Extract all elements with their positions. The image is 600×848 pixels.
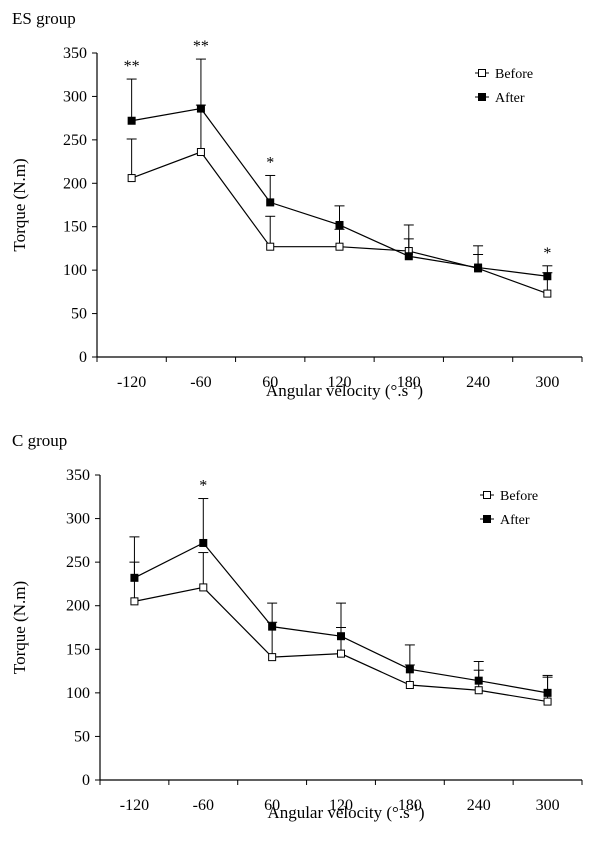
y-tick-label: 0 [79, 349, 87, 366]
x-tick-label: 120 [328, 374, 352, 391]
x-tick-label: -60 [190, 374, 211, 391]
x-tick-label: -60 [193, 797, 214, 814]
data-point [196, 104, 205, 113]
data-point [474, 676, 483, 685]
y-axis-title: Torque (N.m) [10, 158, 29, 251]
data-point [266, 242, 275, 251]
data-point [543, 289, 552, 298]
significance-marker: * [543, 245, 551, 262]
y-tick-label: 200 [63, 175, 87, 192]
y-tick-label: 150 [66, 641, 90, 658]
x-tick-label: 300 [536, 797, 560, 814]
panel-label: ES group [12, 9, 76, 28]
y-tick-label: 200 [66, 598, 90, 615]
y-tick-label: 0 [82, 772, 90, 789]
significance-marker: ** [124, 58, 140, 75]
x-axis-title-close: ) [417, 381, 423, 400]
data-point [199, 538, 208, 547]
y-tick-label: 50 [71, 306, 87, 323]
y-tick-label: 300 [63, 88, 87, 105]
chart-panel-1: ES group 0 50 100 150 200 250 300 350 -120 -60 60 12… [10, 9, 583, 400]
data-point [335, 242, 344, 251]
legend-label: After [495, 91, 525, 106]
legend-marker [478, 69, 486, 77]
x-tick-label: 240 [467, 797, 491, 814]
y-tick-label: 300 [66, 511, 90, 528]
y-tick-label: 350 [63, 45, 87, 62]
x-axis-title-main: Angular velocity (°.s [267, 803, 409, 822]
x-axis-title-superscript: -1 [410, 802, 419, 814]
y-tick-label: 350 [66, 467, 90, 484]
series-line [131, 107, 548, 277]
x-tick-label: 240 [466, 374, 490, 391]
x-tick-label: -120 [117, 374, 146, 391]
x-tick-label: 300 [535, 374, 559, 391]
data-point [199, 583, 208, 592]
data-point [543, 697, 552, 706]
x-axis-title-main: Angular velocity (°.s [266, 381, 408, 400]
data-point [405, 665, 414, 674]
x-tick-label: 120 [329, 797, 353, 814]
series-after [129, 498, 553, 697]
x-tick-label: 180 [397, 374, 421, 391]
y-tick-label: 50 [74, 728, 90, 745]
x-tick-label: -120 [120, 797, 149, 814]
data-point [474, 686, 483, 695]
legend-label: Before [500, 489, 538, 504]
legend-label: After [500, 513, 530, 528]
data-point [127, 116, 136, 125]
y-tick-label: 250 [63, 132, 87, 149]
x-axis-title: Angular velocity (°.s-1) [266, 380, 423, 400]
legend: Before After [475, 67, 533, 106]
data-point [130, 573, 139, 582]
data-point [130, 597, 139, 606]
series-after [126, 58, 553, 281]
y-tick-label: 150 [63, 219, 87, 236]
significance-marker: * [199, 478, 207, 495]
data-point [337, 649, 345, 658]
data-point [405, 681, 414, 690]
data-point [543, 272, 552, 281]
data-point [127, 174, 136, 183]
data-point [335, 220, 344, 229]
significance-marker: ** [193, 38, 209, 55]
legend-label: Before [495, 67, 533, 82]
y-axis-title: Torque (N.m) [10, 581, 29, 674]
data-point [268, 622, 277, 631]
y-tick-label: 100 [66, 685, 90, 702]
legend-marker [483, 491, 491, 499]
panel-label: C group [12, 431, 67, 450]
y-tick-label: 250 [66, 554, 90, 571]
legend: Before After [480, 489, 538, 528]
legend-marker [478, 93, 486, 101]
x-tick-label: 180 [398, 797, 422, 814]
data-point [196, 148, 205, 157]
x-axis-title: Angular velocity (°.s-1) [267, 802, 424, 822]
series-before [129, 552, 553, 706]
y-tick-label: 100 [63, 262, 87, 279]
data-point [266, 198, 275, 207]
data-point [404, 252, 413, 261]
data-point [543, 688, 552, 697]
data-point [474, 263, 483, 272]
x-tick-label: 60 [264, 797, 280, 814]
x-tick-label: 60 [262, 374, 278, 391]
chart-panel-2: C group 0 50 100 150 200 250 300 350 -120 -60 60 120… [10, 431, 583, 822]
x-axis-title-close: ) [419, 803, 425, 822]
legend-marker [483, 515, 491, 523]
data-point [337, 632, 345, 641]
x-axis-title-superscript: -1 [408, 380, 417, 392]
significance-marker: * [266, 154, 274, 171]
data-point [268, 653, 277, 662]
